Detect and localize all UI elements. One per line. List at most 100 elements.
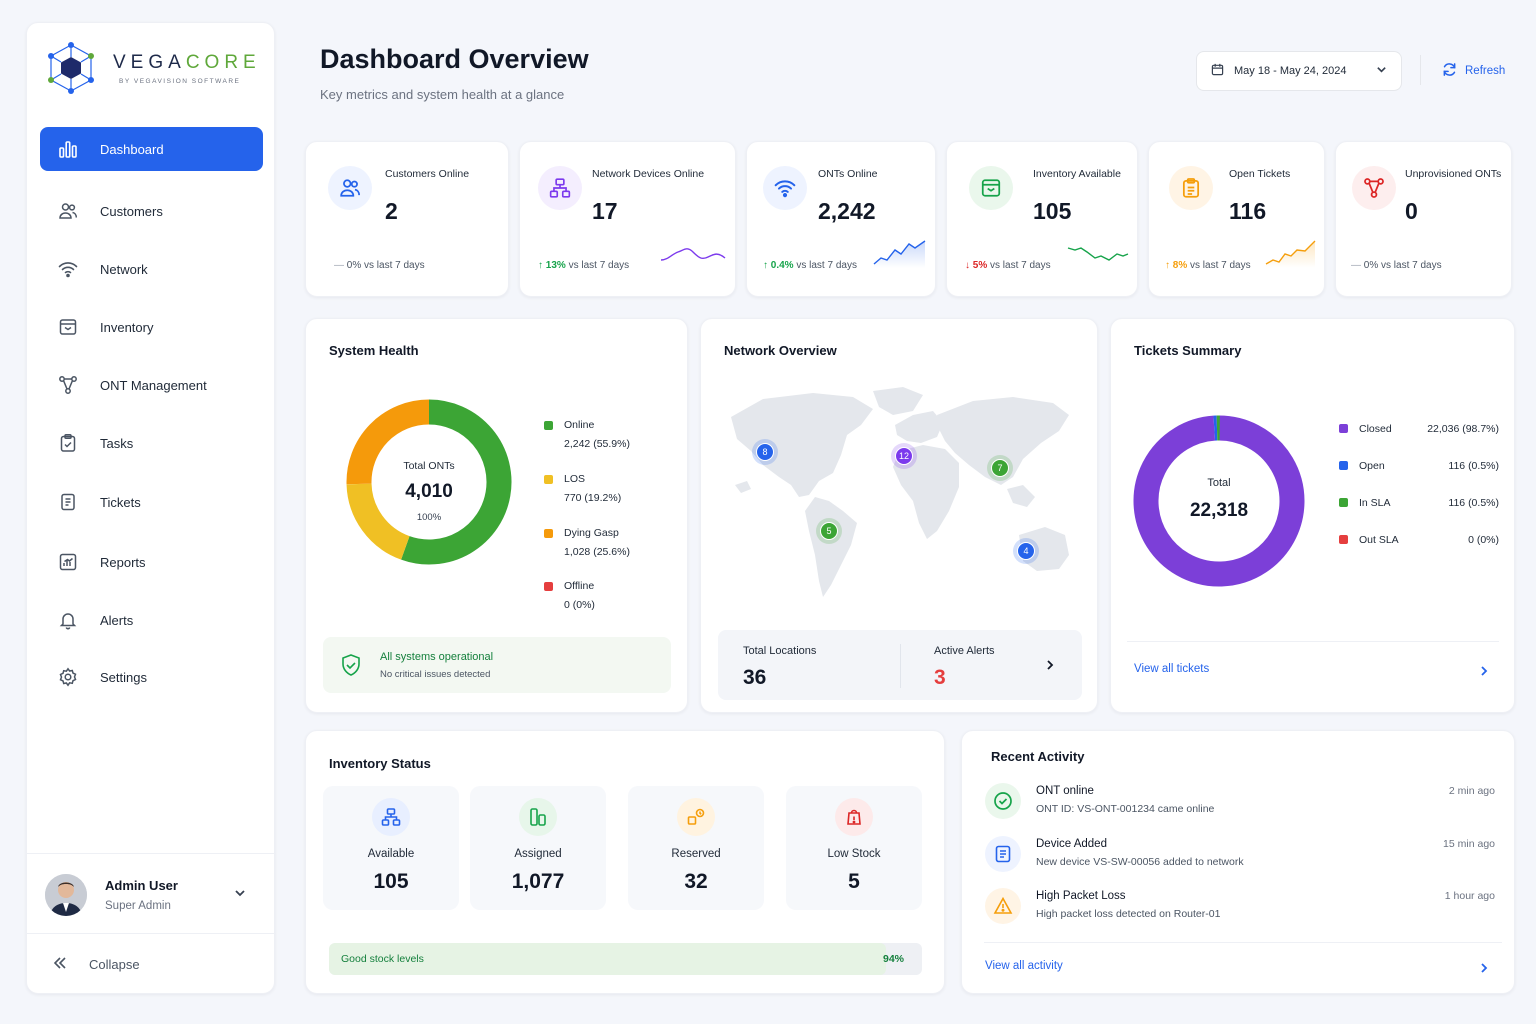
sidebar-item-network[interactable]: Network: [40, 247, 263, 291]
sidebar-item-customers[interactable]: Customers: [40, 189, 263, 233]
stat-card-inventory-available[interactable]: Inventory Available 105 ↓ 5% vs last 7 d…: [946, 141, 1138, 297]
sidebar-item-alerts[interactable]: Alerts: [40, 598, 263, 642]
activity-time: 15 min ago: [1443, 838, 1495, 850]
map-marker[interactable]: 7: [987, 455, 1013, 481]
activity-desc: New device VS-SW-00056 added to network: [1036, 856, 1244, 868]
stat-value: 0: [1405, 198, 1418, 224]
stat-label: ONTs Online: [818, 168, 878, 180]
inventory-value: 5: [848, 870, 860, 893]
refresh-button[interactable]: Refresh: [1442, 62, 1505, 80]
active-alerts-label: Active Alerts: [934, 645, 995, 657]
stat-card-network-devices[interactable]: Network Devices Online 17 ↑ 13% vs last …: [519, 141, 736, 297]
inventory-assigned[interactable]: Assigned 1,077: [470, 786, 606, 910]
activity-item[interactable]: High Packet Loss High packet loss detect…: [985, 888, 1495, 938]
inventory-label: Reserved: [671, 848, 721, 860]
activity-desc: High packet loss detected on Router-01: [1036, 908, 1221, 920]
card-title: System Health: [329, 343, 419, 358]
activity-time: 1 hour ago: [1444, 890, 1495, 902]
map-marker[interactable]: 4: [1013, 538, 1039, 564]
alert-box-icon: [835, 798, 873, 836]
stat-change: — 0% vs last 7 days: [1351, 260, 1442, 271]
chevron-right-icon[interactable]: [1478, 961, 1490, 979]
view-all-activity-link[interactable]: View all activity: [985, 960, 1063, 972]
divider: [984, 942, 1502, 943]
network-overview-card: Network Overview 8 12 7 5 4 Total Locations …: [700, 318, 1098, 713]
activity-item[interactable]: Device Added New device VS-SW-00056 adde…: [985, 836, 1495, 886]
sidebar-item-dashboard[interactable]: Dashboard: [40, 127, 263, 171]
date-range-select[interactable]: May 18 - May 24, 2024: [1196, 51, 1402, 91]
sidebar-item-settings[interactable]: Settings: [40, 655, 263, 699]
box-icon: [969, 166, 1013, 210]
bar-chart-icon: [56, 137, 80, 161]
gear-icon: [56, 665, 80, 689]
sidebar: VEGACORE BY VEGAVISION SOFTWARE Dashboar…: [26, 22, 276, 995]
legend-swatch: [1339, 424, 1348, 433]
card-title: Tickets Summary: [1134, 343, 1242, 358]
stat-label: Open Tickets: [1229, 168, 1291, 180]
double-chevron-left-icon: [53, 956, 67, 973]
chevron-down-icon: [1376, 64, 1387, 78]
map-marker[interactable]: 12: [891, 443, 917, 469]
box-icon: [56, 315, 80, 339]
card-title: Inventory Status: [329, 756, 431, 771]
network-summary: Total Locations 36 Active Alerts 3: [718, 630, 1082, 700]
stat-label: Unprovisioned ONTs: [1405, 168, 1502, 180]
map-marker[interactable]: 5: [816, 518, 842, 544]
collapse-button[interactable]: Collapse: [27, 933, 276, 995]
view-all-tickets-link[interactable]: View all tickets: [1134, 663, 1210, 675]
inventory-low-stock[interactable]: Low Stock 5: [786, 786, 922, 910]
total-locations-value: 36: [743, 666, 767, 689]
date-range-label: May 18 - May 24, 2024: [1234, 65, 1347, 77]
inventory-available[interactable]: Available 105: [323, 786, 459, 910]
divider: [900, 644, 901, 688]
user-name: Admin User: [105, 878, 178, 893]
stat-card-customers-online[interactable]: Customers Online 2 — 0% vs last 7 days: [305, 141, 509, 297]
stat-card-onts-online[interactable]: ONTs Online 2,242 ↑ 0.4% vs last 7 days: [746, 141, 936, 297]
legend-swatch: [544, 475, 553, 484]
sidebar-item-label: Customers: [100, 203, 163, 219]
chevron-down-icon[interactable]: [234, 886, 246, 904]
reserved-icon: [677, 798, 715, 836]
activity-item[interactable]: ONT online ONT ID: VS-ONT-001234 came on…: [985, 783, 1495, 833]
sparkline-orange: [1265, 240, 1316, 268]
inventory-reserved[interactable]: Reserved 32: [628, 786, 764, 910]
sparkline-purple: [660, 248, 726, 261]
sidebar-item-label: Inventory: [100, 319, 154, 335]
sidebar-item-tasks[interactable]: Tasks: [40, 421, 263, 465]
chevron-right-icon[interactable]: [1478, 664, 1490, 682]
inventory-value: 105: [373, 870, 409, 893]
activity-title: Device Added: [1036, 838, 1107, 850]
stat-card-unprovisioned-onts[interactable]: Unprovisioned ONTs 0 — 0% vs last 7 days: [1335, 141, 1512, 297]
network-devices-icon: [372, 798, 410, 836]
donut-center-label: Total ONTs: [403, 460, 455, 472]
user-profile[interactable]: Admin User Super Admin: [27, 853, 276, 933]
legend-swatch: [1339, 461, 1348, 470]
stat-card-open-tickets[interactable]: Open Tickets 116 ↑ 8% vs last 7 days: [1148, 141, 1325, 297]
shield-check-icon: [340, 653, 362, 682]
recent-activity-card: Recent Activity ONT online ONT ID: VS-ON…: [961, 730, 1515, 994]
stock-level-label: Good stock levels: [341, 953, 424, 965]
collapse-label: Collapse: [89, 957, 140, 972]
active-alerts-value: 3: [934, 666, 946, 689]
page-subtitle: Key metrics and system health at a glanc…: [320, 87, 565, 102]
sidebar-item-ont-management[interactable]: ONT Management: [40, 363, 263, 407]
sidebar-item-reports[interactable]: Reports: [40, 540, 263, 584]
activity-desc: ONT ID: VS-ONT-001234 came online: [1036, 803, 1215, 815]
stat-value: 116: [1229, 198, 1267, 224]
sparkline-green: [1067, 247, 1129, 261]
tickets-summary-card: Tickets Summary Total 22,318 Closed 22,03…: [1110, 318, 1515, 713]
chevron-right-icon[interactable]: [1044, 658, 1056, 676]
sidebar-item-inventory[interactable]: Inventory: [40, 305, 263, 349]
brand-logo[interactable]: VEGACORE BY VEGAVISION SOFTWARE: [45, 39, 261, 97]
stat-change: ↑ 8% vs last 7 days: [1165, 260, 1251, 271]
map-marker[interactable]: 8: [752, 439, 778, 465]
system-health-card: System Health Total ONTs 4,010 100% Onli…: [305, 318, 688, 713]
users-icon: [56, 199, 80, 223]
stat-value: 2: [385, 198, 398, 224]
sidebar-item-tickets[interactable]: Tickets: [40, 480, 263, 524]
brand-tagline: BY VEGAVISION SOFTWARE: [119, 77, 241, 85]
stat-label: Customers Online: [385, 168, 470, 180]
dash-icon: —: [1351, 260, 1364, 271]
activity-title: ONT online: [1036, 785, 1094, 797]
donut-center-label: Total: [1207, 477, 1231, 489]
